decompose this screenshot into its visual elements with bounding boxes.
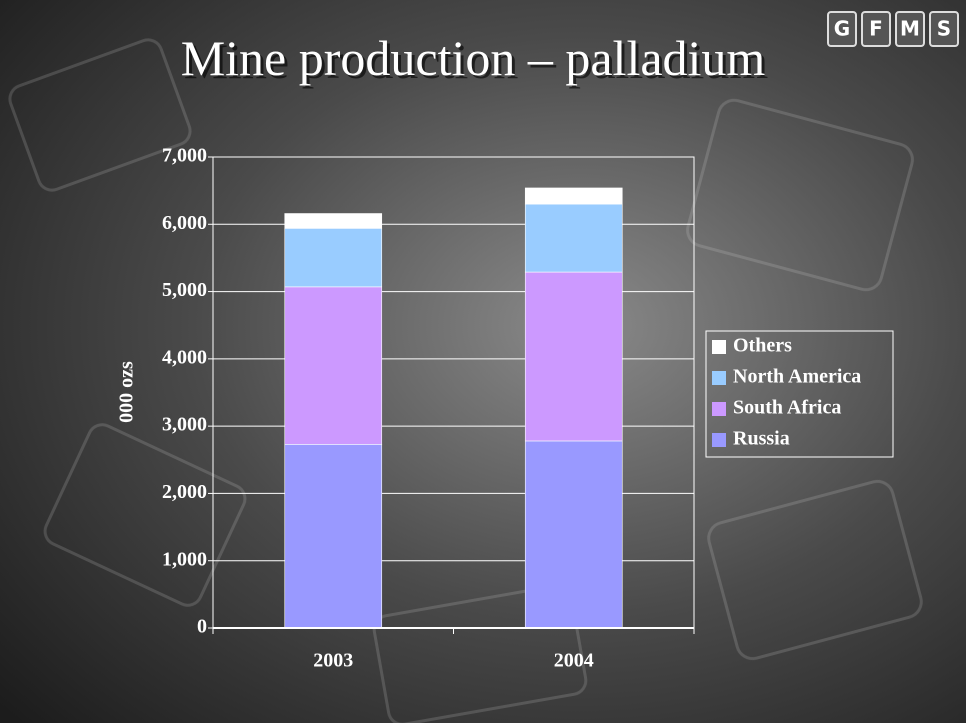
bar-segment	[524, 440, 623, 629]
y-tick-label: 2,000	[162, 481, 207, 503]
y-tick-label: 4,000	[162, 346, 207, 368]
y-tick-label: 5,000	[162, 279, 207, 301]
x-tick-label: 2004	[554, 650, 594, 672]
legend-label: South Africa	[733, 397, 841, 419]
logo-letter: G	[834, 17, 850, 41]
bar-segment	[284, 444, 383, 629]
logo-box	[861, 11, 891, 47]
legend-label: North America	[733, 366, 861, 388]
bar-segment	[524, 203, 623, 273]
legend-label: Russia	[733, 428, 790, 450]
logo-letter: M	[900, 17, 920, 41]
decor	[8, 38, 923, 723]
bar-segment	[524, 187, 623, 205]
logo-box	[827, 11, 857, 47]
legend-box	[705, 330, 894, 458]
y-tick-label: 7,000	[162, 145, 207, 167]
legend-swatch	[712, 433, 726, 447]
title-shadow: Mine production – palladium	[184, 33, 769, 89]
legend-swatch	[712, 371, 726, 385]
logo-box	[929, 11, 959, 47]
x-tick-label: 2003	[313, 650, 353, 672]
y-tick-label: 3,000	[162, 414, 207, 436]
y-tick-label: 1,000	[162, 548, 207, 570]
logo-letter: S	[937, 17, 951, 41]
legend-label: Others	[733, 335, 792, 357]
bar-segment	[284, 228, 383, 288]
bar-segment	[284, 286, 383, 445]
y-axis-label: 000 ozs	[116, 361, 138, 423]
bar-segment	[284, 213, 383, 229]
y-tick-label: 6,000	[162, 212, 207, 234]
legend-swatch	[712, 402, 726, 416]
logo-box	[895, 11, 925, 47]
logo-letter: F	[869, 17, 883, 41]
bar-segment	[524, 271, 623, 442]
chart-title: Mine production – palladium	[181, 30, 766, 86]
y-tick-label: 0	[197, 616, 207, 638]
legend-swatch	[712, 340, 726, 354]
